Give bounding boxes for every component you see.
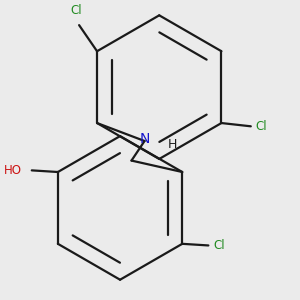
- Text: Cl: Cl: [213, 239, 225, 252]
- Text: Cl: Cl: [256, 120, 267, 133]
- Text: H: H: [167, 138, 177, 151]
- Text: Cl: Cl: [70, 4, 82, 17]
- Text: HO: HO: [4, 164, 22, 177]
- Text: N: N: [140, 132, 150, 146]
